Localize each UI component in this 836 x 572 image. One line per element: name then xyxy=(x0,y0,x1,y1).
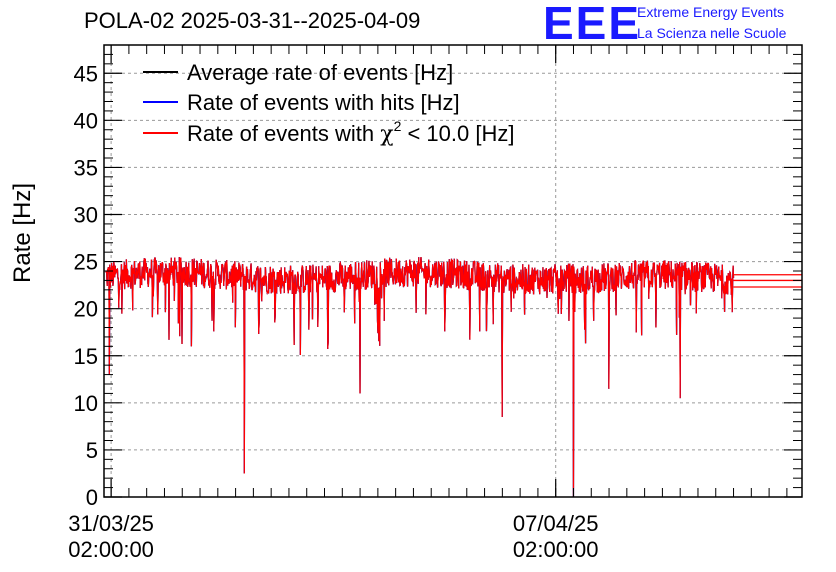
y-tick-label: 45 xyxy=(74,61,98,86)
axis-ticks xyxy=(104,44,802,498)
y-tick-label: 20 xyxy=(74,297,98,322)
y-tick-label: 40 xyxy=(74,108,98,133)
y-tick-label: 0 xyxy=(86,485,98,510)
y-tick-label: 30 xyxy=(74,203,98,228)
legend-label: Average rate of events [Hz] xyxy=(187,60,453,85)
y-tick-label: 5 xyxy=(86,438,98,463)
series-layer xyxy=(105,257,802,498)
y-tick-label: 15 xyxy=(74,344,98,369)
x-tick-date: 07/04/25 xyxy=(513,511,599,536)
x-tick-time: 02:00:00 xyxy=(513,537,599,562)
axis-tick-labels: 05101520253035404531/03/2502:00:0007/04/… xyxy=(68,61,598,562)
logo-subtitle-1: Extreme Energy Events xyxy=(637,4,785,20)
y-tick-label: 35 xyxy=(74,155,98,180)
chart-title: POLA-02 2025-03-31--2025-04-09 xyxy=(84,8,421,33)
series-line-0 xyxy=(105,257,735,498)
y-axis-title: Rate [Hz] xyxy=(9,183,36,283)
series-line-1 xyxy=(105,257,735,498)
legend-label: Rate of events with hits [Hz] xyxy=(187,90,460,115)
x-tick-date: 31/03/25 xyxy=(68,511,154,536)
logo-subtitle-2: La Scienza nelle Scuole xyxy=(637,25,787,41)
legend: Average rate of events [Hz] Rate of event… xyxy=(143,60,514,147)
eee-logo: EEE xyxy=(543,0,642,49)
y-tick-label: 25 xyxy=(74,250,98,275)
series-line-2 xyxy=(105,257,735,498)
x-tick-time: 02:00:00 xyxy=(68,537,154,562)
y-tick-label: 10 xyxy=(74,391,98,416)
legend-label: Rate of events with χ2 < 10.0 [Hz] xyxy=(187,118,514,147)
